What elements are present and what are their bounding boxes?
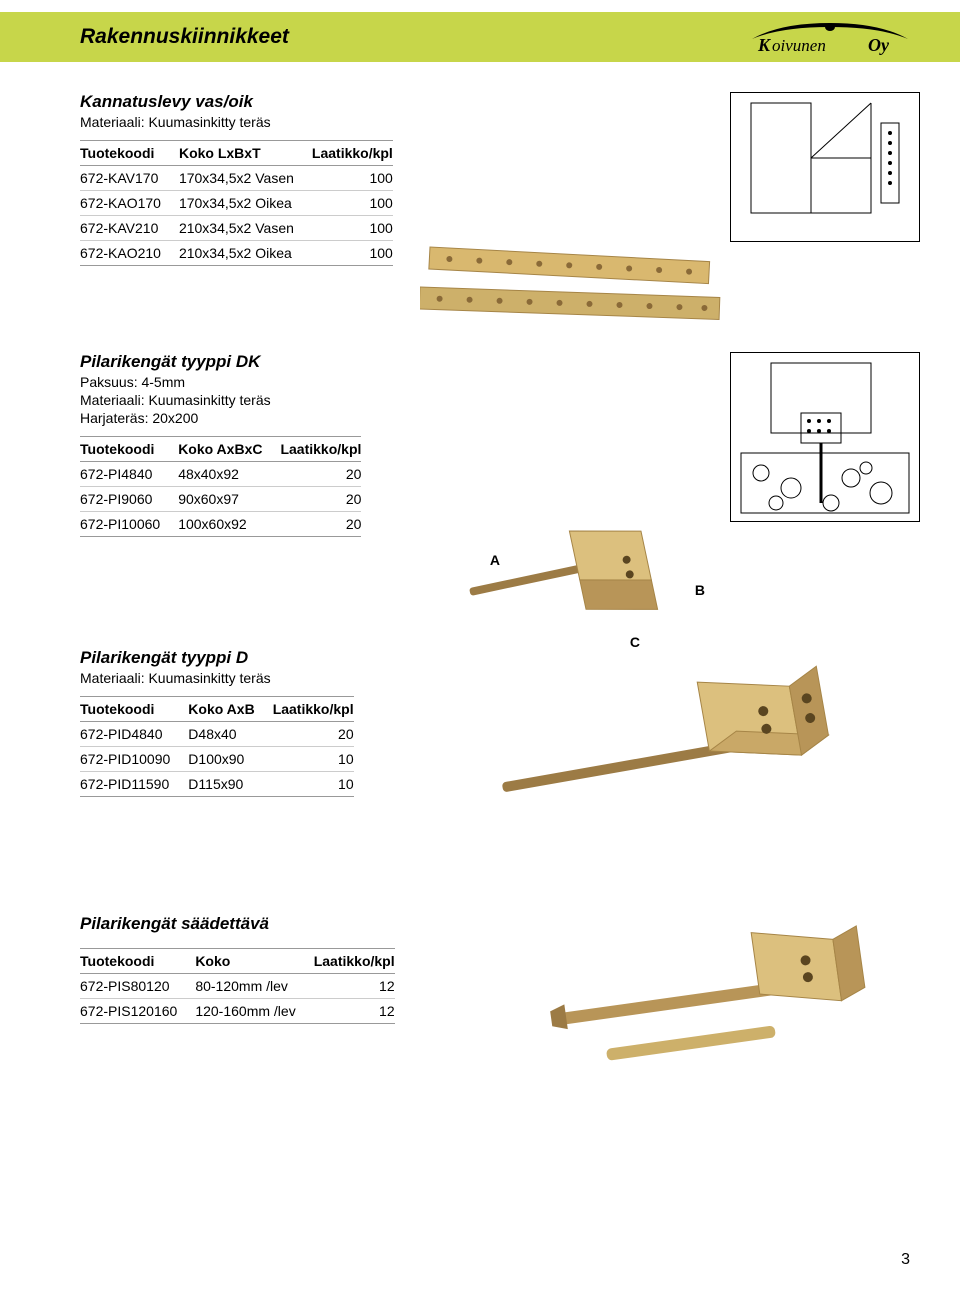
table-row: 672-KAV170170x34,5x2 Vasen100 (80, 166, 393, 191)
product-photo-dk (440, 512, 700, 652)
dim-label-b: B (695, 582, 705, 598)
product-photo-strips (420, 242, 740, 332)
table-row: 672-PID4840D48x4020 (80, 722, 354, 747)
illustration-dk (730, 352, 920, 522)
section-pilarikengat-d: Pilarikengät tyyppi D Materiaali: Kuumas… (80, 648, 920, 878)
table-row: 672-PID10090D100x9010 (80, 747, 354, 772)
table-d: Tuotekoodi Koko AxB Laatikko/kpl 672-PID… (80, 696, 354, 797)
col-header: Koko LxBxT (179, 141, 312, 166)
col-header: Laatikko/kpl (280, 437, 361, 462)
section-pilarikengat-dk: Pilarikengät tyyppi DK Paksuus: 4-5mm Ma… (80, 352, 920, 612)
section-pilarikengat-saadettava: Pilarikengät säädettävä Tuotekoodi Koko … (80, 914, 920, 1094)
col-header: Koko AxB (188, 697, 272, 722)
col-header: Koko AxBxC (178, 437, 280, 462)
table-row: 672-PI906090x60x9720 (80, 487, 361, 512)
header-band: Rakennuskiinnikkeet K oivunen Oy (0, 12, 960, 62)
table-row: 672-PIS120160120-160mm /lev12 (80, 999, 395, 1024)
col-header: Tuotekoodi (80, 141, 179, 166)
product-photo-saadettava (540, 914, 880, 1084)
col-header: Tuotekoodi (80, 437, 178, 462)
col-header: Laatikko/kpl (273, 697, 354, 722)
svg-text:oivunen: oivunen (772, 36, 826, 55)
col-header: Laatikko/kpl (314, 949, 395, 974)
svg-text:Oy: Oy (868, 35, 890, 55)
dim-label-a: A (490, 552, 500, 568)
table-row: 672-KAV210210x34,5x2 Vasen100 (80, 216, 393, 241)
page-number: 3 (901, 1251, 910, 1269)
koivunen-logo-icon: K oivunen Oy (750, 19, 920, 55)
table-kannatuslevy: Tuotekoodi Koko LxBxT Laatikko/kpl 672-K… (80, 140, 393, 266)
table-row: 672-PIS8012080-120mm /lev12 (80, 974, 395, 999)
page-title: Rakennuskiinnikkeet (80, 25, 289, 49)
col-header: Tuotekoodi (80, 949, 195, 974)
col-header: Laatikko/kpl (312, 141, 393, 166)
table-row: 672-PID11590D115x9010 (80, 772, 354, 797)
section-kannatuslevy: Kannatuslevy vas/oik Materiaali: Kuumasi… (80, 92, 920, 292)
table-row: 672-PI10060100x60x9220 (80, 512, 361, 537)
table-row: 672-KAO170170x34,5x2 Oikea100 (80, 191, 393, 216)
svg-text:K: K (757, 35, 772, 55)
table-row: 672-KAO210210x34,5x2 Oikea100 (80, 241, 393, 266)
table-saadettava: Tuotekoodi Koko Laatikko/kpl 672-PIS8012… (80, 948, 395, 1024)
product-photo-d (480, 658, 860, 858)
col-header: Tuotekoodi (80, 697, 188, 722)
illustration-kannatuslevy (730, 92, 920, 242)
col-header: Koko (195, 949, 313, 974)
brand-logo: K oivunen Oy (750, 19, 920, 55)
table-row: 672-PI484048x40x9220 (80, 462, 361, 487)
table-dk: Tuotekoodi Koko AxBxC Laatikko/kpl 672-P… (80, 436, 361, 537)
